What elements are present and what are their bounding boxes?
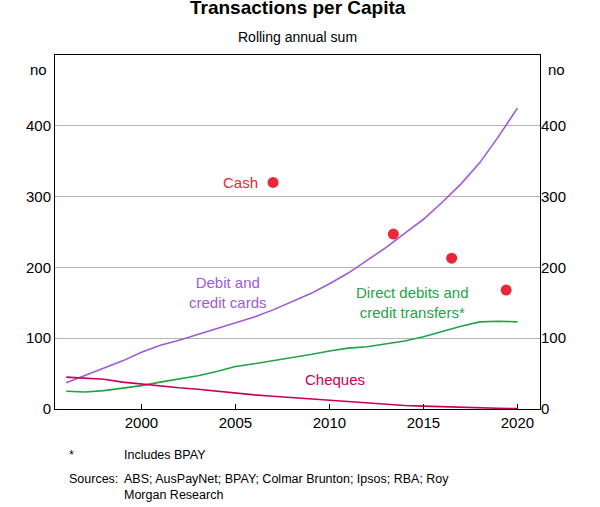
svg-text:2005: 2005 [219,414,252,431]
svg-text:Rolling annual sum: Rolling annual sum [238,29,357,45]
svg-text:Debit andcredit cards: Debit andcredit cards [189,274,267,311]
svg-text:200: 200 [26,259,51,276]
svg-text:no: no [548,61,565,78]
svg-text:300: 300 [26,188,51,205]
svg-text:100: 100 [26,329,51,346]
svg-text:*: * [69,448,74,462]
svg-text:2020: 2020 [501,414,534,431]
svg-text:400: 400 [26,117,51,134]
svg-text:Cash: Cash [223,174,258,191]
svg-text:2000: 2000 [125,414,158,431]
svg-text:ABS; AusPayNet; BPAY; Colmar B: ABS; AusPayNet; BPAY; Colmar Brunton; Ip… [124,472,449,502]
svg-text:100: 100 [541,329,566,346]
svg-text:2015: 2015 [407,414,440,431]
svg-text:Direct debits andcredit transf: Direct debits andcredit transfers* [356,284,469,321]
svg-text:0: 0 [43,400,51,417]
svg-text:Transactions per Capita: Transactions per Capita [190,0,406,18]
svg-text:Sources:: Sources: [69,472,118,486]
svg-text:Cheques: Cheques [305,371,365,388]
svg-text:200: 200 [541,259,566,276]
svg-text:400: 400 [541,117,566,134]
svg-text:2010: 2010 [313,414,346,431]
svg-text:no: no [30,61,47,78]
svg-text:Includes BPAY: Includes BPAY [124,448,206,462]
svg-text:300: 300 [541,188,566,205]
svg-text:0: 0 [541,400,549,417]
